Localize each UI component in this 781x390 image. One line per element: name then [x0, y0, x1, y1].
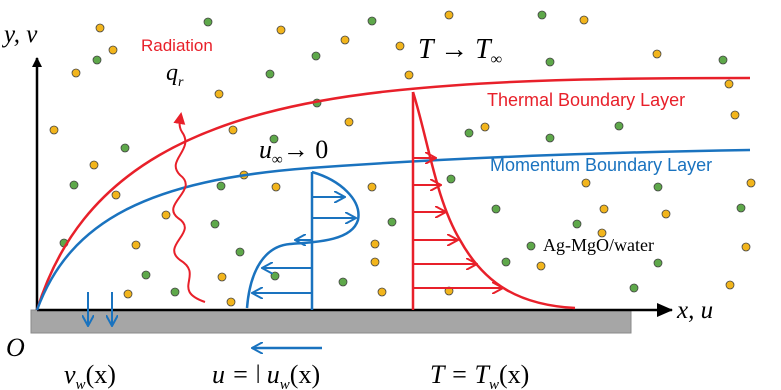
nanoparticle-dot: [653, 258, 663, 268]
nanoparticle-dot: [653, 182, 663, 192]
origin-label: O: [6, 333, 25, 362]
nanoparticle-dot: [170, 287, 180, 297]
radiation-wave-arrow: [172, 112, 206, 303]
nanoparticle-dot: [718, 55, 728, 65]
nanoparticle-dot: [370, 257, 380, 267]
nanoparticle-dot: [579, 15, 589, 25]
nanoparticle-dot: [545, 133, 555, 143]
nanoparticle-dot: [141, 270, 151, 280]
nanoparticle-dot: [730, 110, 740, 120]
temperature-profile-curve: [411, 91, 576, 310]
nanoparticle-dot: [581, 178, 591, 188]
nanoparticle-dot: [340, 35, 350, 45]
nanoparticle-dot: [736, 203, 746, 213]
nanoparticle-dot: [725, 280, 735, 290]
nanoparticle-dot: [226, 297, 236, 307]
nanoparticle-dot: [537, 10, 547, 20]
nanoparticle-dot: [614, 121, 624, 131]
nanoparticle-dot: [480, 122, 490, 132]
nanofluid-legend-dot: [526, 241, 536, 251]
momentum-boundary-label: Momentum Boundary Layer: [490, 155, 712, 175]
nanoparticle-dot: [92, 55, 102, 65]
nanoparticle-dot: [404, 70, 414, 80]
nanoparticle-dot: [228, 125, 238, 135]
nanoparticle-dot: [572, 219, 582, 229]
nanoparticle-dot: [464, 128, 474, 138]
nanoparticle-dot: [49, 125, 59, 135]
nanoparticle-dot: [216, 181, 226, 191]
velocity-profile: [245, 170, 360, 310]
nanoparticle-dot: [311, 51, 321, 61]
nanoparticle-dot: [131, 240, 141, 250]
nanoparticle-dot: [629, 283, 639, 293]
nanoparticle-dot: [270, 271, 280, 281]
nanoparticle-dot: [235, 247, 245, 257]
nanofluid-label: Ag-MgO/water: [543, 235, 654, 255]
nanoparticle-dot: [338, 277, 348, 287]
nanoparticle-dot: [597, 228, 607, 238]
nanoparticle-dot: [367, 182, 377, 192]
nanoparticle-dot: [271, 182, 281, 192]
nanoparticle-dot: [370, 239, 380, 249]
momentum-boundary-curve: [35, 148, 751, 311]
nanoparticle-dot: [491, 204, 501, 214]
nanoparticle-dot: [395, 41, 405, 51]
nanoparticle-dot: [210, 219, 220, 229]
wall-temperature-label: T = Tw(x): [430, 360, 529, 390]
nanoparticle-dot: [111, 190, 121, 200]
nanoparticle-dot: [652, 49, 662, 59]
nanoparticle-dot: [71, 68, 81, 78]
u-infinity-label: u∞→ 0: [259, 135, 328, 168]
nanoparticle-dot: [108, 45, 118, 55]
nanoparticle-dot: [95, 23, 105, 33]
nanoparticle-dot: [536, 261, 546, 271]
nanoparticle-dot: [377, 287, 387, 297]
nanoparticle-dot: [161, 210, 171, 220]
velocity-profile-curve: [245, 170, 360, 309]
nanoparticle-dot: [214, 89, 224, 99]
radiation-label: Radiation: [141, 36, 213, 55]
nanoparticle-dot: [123, 289, 133, 299]
nanoparticle-dot: [89, 160, 99, 170]
nanoparticle-dot: [741, 242, 751, 252]
nanoparticle-dot: [661, 209, 671, 219]
nanoparticle-dot: [203, 17, 213, 27]
thermal-boundary-label: Thermal Boundary Layer: [487, 90, 685, 110]
nanoparticle-dot: [724, 79, 734, 89]
nanoparticle-dot: [746, 178, 756, 188]
nanoparticle-dot: [387, 217, 397, 227]
qr-label: qr: [166, 60, 184, 90]
nanoparticle-dot: [269, 134, 279, 144]
nanoparticle-dot: [501, 257, 511, 267]
nanoparticle-dot: [276, 25, 286, 35]
nanoparticle-dot: [444, 10, 454, 20]
x-axis-label: x, u: [676, 297, 713, 324]
nanoparticle-dot: [217, 272, 227, 282]
nanoparticle-dot: [367, 16, 377, 26]
thermal-boundary-curve: [35, 76, 751, 311]
wall-velocity-label: u = ǀ uw(x): [212, 360, 320, 390]
t-infinity-label: T → T∞: [418, 34, 502, 68]
suction-velocity-label: vw(x): [64, 360, 116, 390]
nanoparticle-dot: [265, 69, 275, 79]
nanoparticle-dot: [545, 57, 555, 67]
nanoparticle-dot: [599, 204, 609, 214]
stretching-wall: [30, 309, 632, 334]
nanoparticle-dot: [344, 117, 354, 127]
temperature-profile: [411, 91, 576, 310]
nanoparticle-dot: [69, 180, 79, 190]
y-axis-label: y, v: [1, 21, 38, 48]
nanoparticle-dot: [120, 143, 130, 153]
nanoparticle-dot: [446, 174, 456, 184]
nanoparticles: [49, 10, 756, 307]
